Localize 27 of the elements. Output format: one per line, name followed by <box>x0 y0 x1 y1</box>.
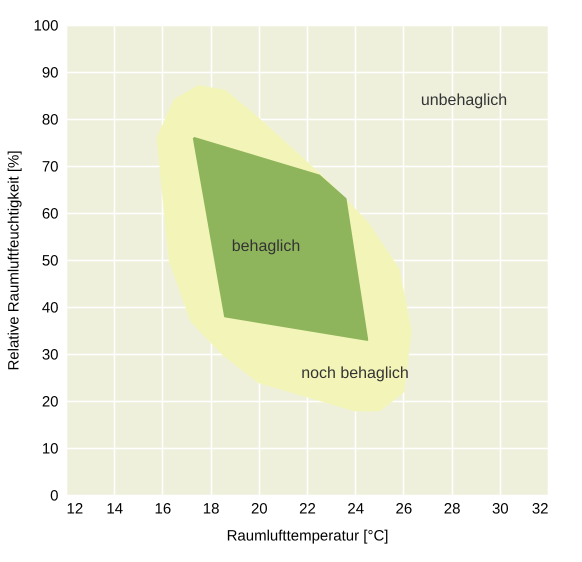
x-tick-label: 28 <box>444 500 460 518</box>
y-tick-label: 20 <box>42 394 58 410</box>
annotation: noch behaglich <box>301 365 409 382</box>
annotation: behaglich <box>232 238 300 255</box>
x-tick-label: 18 <box>202 500 220 518</box>
y-tick-label: 60 <box>42 206 58 222</box>
x-tick-label: 14 <box>106 500 124 518</box>
y-tick-label: 100 <box>33 18 58 34</box>
annotation: unbehaglich <box>420 92 508 109</box>
x-tick-label: 22 <box>299 500 316 518</box>
y-tick-label: 40 <box>42 300 58 316</box>
x-tick-label: 12 <box>66 500 84 518</box>
y-tick-label: 90 <box>42 64 58 82</box>
y-tick-label: 50 <box>42 252 58 270</box>
x-tick-label: 32 <box>532 500 548 518</box>
x-tick-label: 24 <box>347 500 364 518</box>
y-tick-label: 30 <box>42 346 58 364</box>
x-tick-label: 30 <box>492 500 509 518</box>
y-tick-label: 10 <box>42 440 58 458</box>
x-tick-label: 26 <box>396 500 412 518</box>
y-tick-label: 80 <box>42 112 58 128</box>
y-tick-label: 0 <box>50 488 58 504</box>
y-axis-title: Relative Raumluftfeuchtigkeit [%] <box>5 150 22 371</box>
y-tick-label: 70 <box>42 158 58 176</box>
x-tick-label: 20 <box>250 500 268 518</box>
x-axis-title: Raumlufttemperatur [°C] <box>226 528 388 544</box>
x-tick-label: 16 <box>154 500 172 518</box>
